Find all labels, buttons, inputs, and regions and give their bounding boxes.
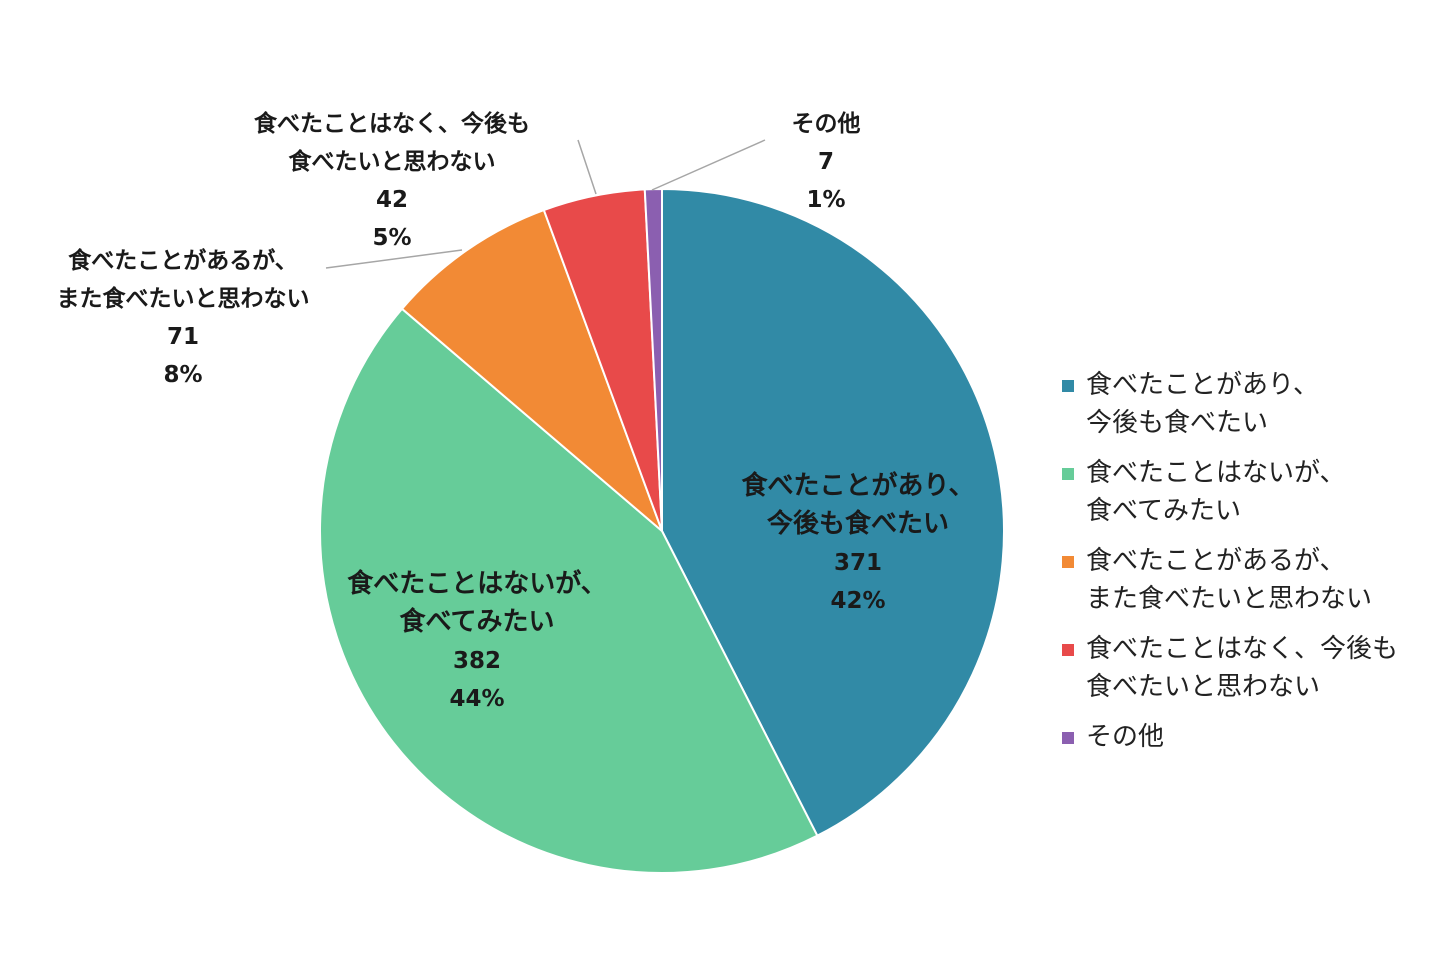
data-label-2: 食べたことはないが、食べてみたい 382 44%: [347, 568, 606, 712]
data-label-percent-4: 5%: [372, 225, 411, 251]
data-label-category-3-1: 食べたことがあるが、: [68, 247, 298, 274]
data-label-category-1-2: 今後も食べたい: [767, 508, 949, 539]
data-label-value-5: 7: [818, 149, 834, 175]
data-label-percent-2: 44%: [449, 686, 504, 712]
data-label-category-5-1: その他: [792, 111, 861, 137]
legend-label-1: 食べたことがあり、 今後も食べたい: [1086, 370, 1319, 438]
legend-label-5: その他: [1086, 722, 1165, 752]
leader-line-5: [651, 139, 766, 191]
data-label-percent-3: 8%: [163, 362, 202, 388]
data-label-5: その他 7 1%: [792, 111, 861, 213]
data-label-percent-5: 1%: [806, 187, 845, 213]
data-label-category-1-1: 食べたことがあり、: [742, 470, 975, 501]
data-label-category-4-2: 食べたいと思わない: [289, 148, 496, 175]
data-label-1: 食べたことがあり、今後も食べたい 371 42%: [742, 470, 975, 614]
pie-slice-1: [661, 187, 1005, 838]
pie-slice-2: [319, 307, 819, 874]
data-label-category-2-1: 食べたことはないが、: [347, 568, 606, 599]
leader-line-3: [325, 249, 463, 269]
data-label-value-3: 71: [167, 324, 199, 350]
legend-label-3: 食べたことがあるが、 また食べたいと思わない: [1086, 546, 1373, 614]
data-label-3: 食べたことがあるが、また食べたいと思わない 71 8%: [57, 247, 310, 388]
data-label-value-1: 371: [834, 550, 882, 576]
data-label-category-4-1: 食べたことはなく、今後も: [254, 110, 530, 137]
legend-item-5: その他: [1062, 718, 1434, 756]
data-label-category-2-2: 食べてみたい: [400, 606, 555, 637]
legend-item-3: 食べたことがあるが、 また食べたいと思わない: [1062, 542, 1434, 618]
legend-swatch-1: [1062, 380, 1074, 392]
legend-item-4: 食べたことはなく、今後も 食べたいと思わない: [1062, 630, 1434, 706]
legend-item-2: 食べたことはないが、 食べてみたい: [1062, 454, 1434, 530]
legend-label-4: 食べたことはなく、今後も 食べたいと思わない: [1086, 634, 1399, 702]
legend-swatch-2: [1062, 468, 1074, 480]
legend-swatch-4: [1062, 644, 1074, 656]
data-label-value-2: 382: [453, 648, 501, 674]
data-label-percent-1: 42%: [830, 588, 885, 614]
data-label-value-4: 42: [376, 187, 408, 213]
pie-slice-3: [400, 208, 665, 535]
data-label-category-3-2: また食べたいと思わない: [57, 285, 310, 312]
legend-label-2: 食べたことはないが、 食べてみたい: [1086, 458, 1346, 526]
leader-line-4: [577, 139, 597, 195]
legend-item-1: 食べたことがあり、 今後も食べたい: [1062, 366, 1434, 442]
chart-legend: 食べたことがあり、 今後も食べたい 食べたことはないが、 食べてみたい 食べたことが…: [1062, 366, 1434, 768]
legend-swatch-5: [1062, 732, 1074, 744]
legend-swatch-3: [1062, 556, 1074, 568]
